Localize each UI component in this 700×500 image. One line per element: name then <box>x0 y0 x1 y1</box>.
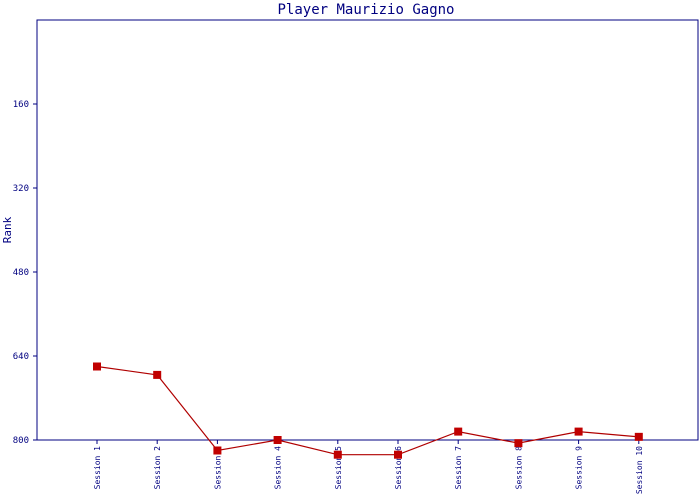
data-point <box>394 450 402 459</box>
chart-title: Player Maurizio Gagno <box>277 2 454 18</box>
x-ticks: Session 1 Session 2 Session 3 Session 4 Sess… <box>93 440 644 494</box>
y-axis-label: Rank <box>1 216 14 243</box>
x-tick-label: Session 6 <box>394 446 403 490</box>
x-tick-label: Session 7 <box>454 446 463 490</box>
data-point <box>574 427 583 436</box>
x-tick-label: Session 10 <box>635 446 644 494</box>
plot-frame <box>36 19 699 441</box>
y-tick-label: 320 <box>13 184 29 194</box>
series-layer <box>93 362 643 459</box>
data-point <box>333 450 342 459</box>
y-tick-label: 160 <box>13 100 29 110</box>
data-point <box>454 427 463 436</box>
data-point <box>273 436 282 444</box>
x-tick-label: Session 3 <box>213 446 222 490</box>
x-tick-label: Session 2 <box>153 446 162 490</box>
x-tick-label: Session 1 <box>93 446 102 490</box>
data-point <box>153 370 162 379</box>
y-tick-label: 640 <box>13 352 29 362</box>
x-tick-label: Session 5 <box>334 446 343 490</box>
x-tick-label: Session 4 <box>274 446 283 490</box>
series-line <box>96 365 639 456</box>
data-point <box>634 432 643 441</box>
y-tick-label: 480 <box>13 268 29 278</box>
x-tick-label: Session 8 <box>514 446 523 490</box>
y-tick-label: 800 <box>13 436 29 446</box>
data-point <box>93 362 101 371</box>
data-point <box>514 439 523 448</box>
x-tick-label: Session 9 <box>575 446 584 490</box>
data-point <box>213 446 222 455</box>
y-ticks: 160 320 480 640 800 <box>13 100 37 446</box>
